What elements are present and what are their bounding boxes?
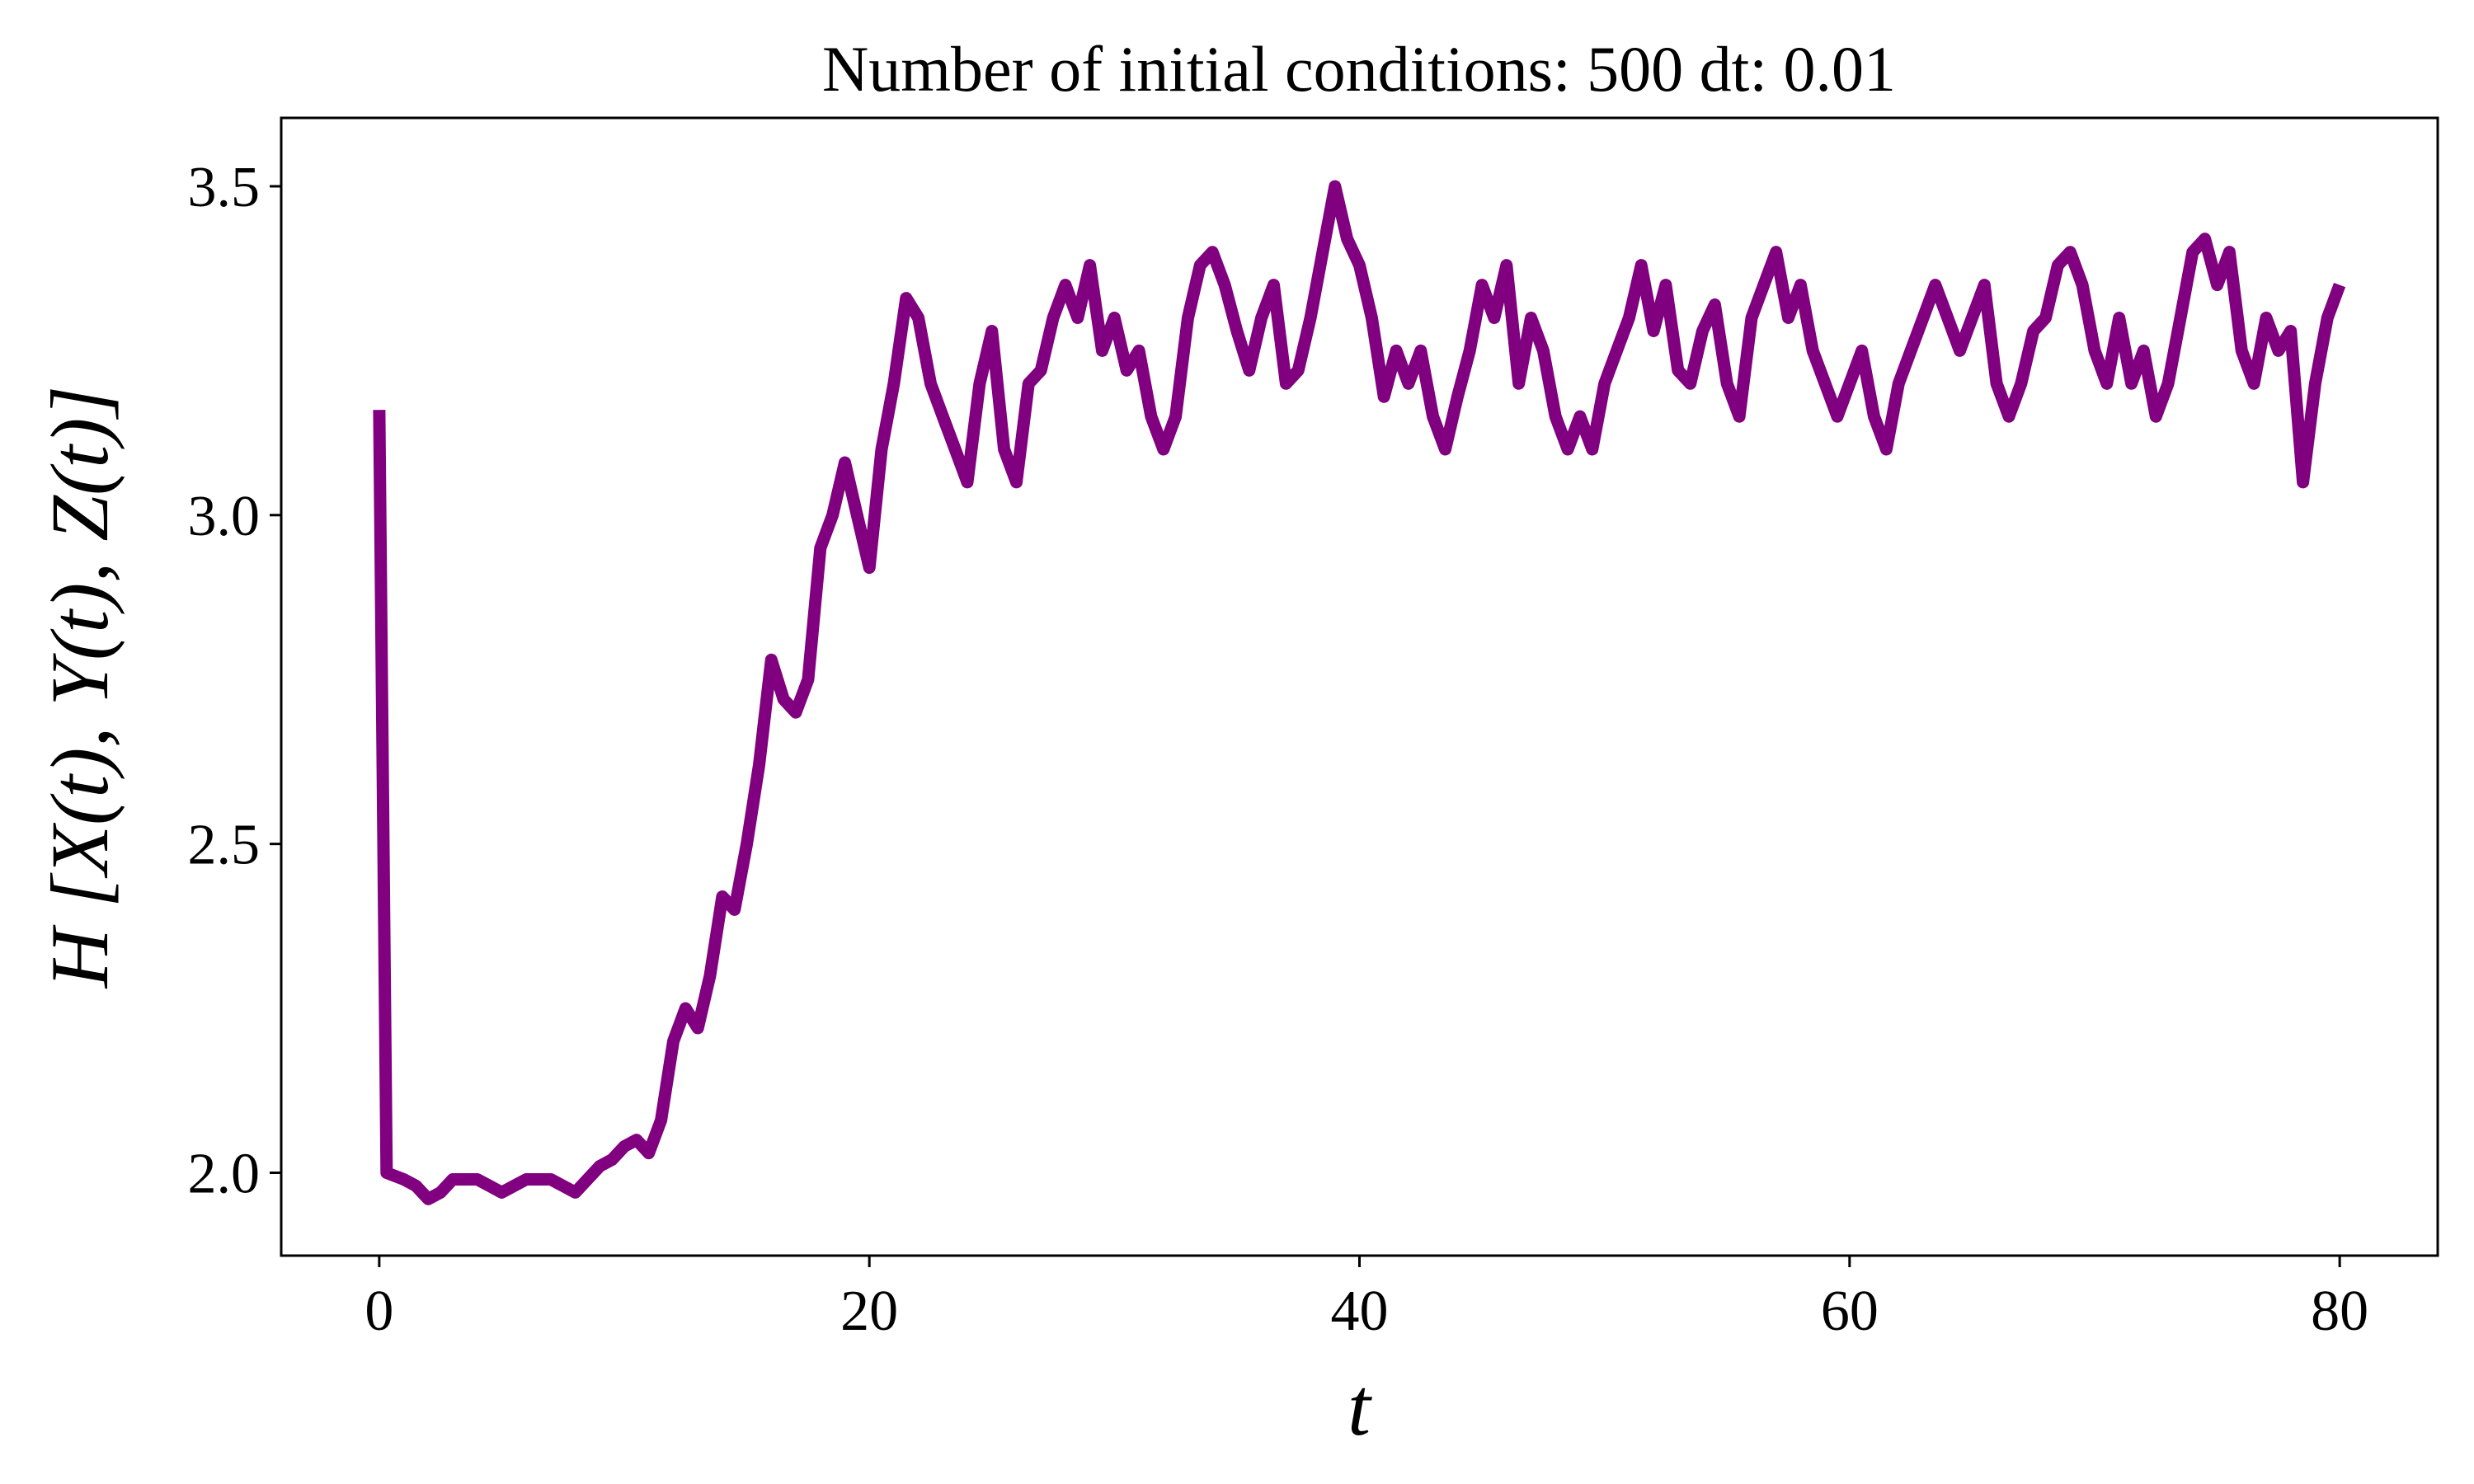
y-tick-label: 2.0 (188, 1142, 261, 1205)
x-tick-label: 0 (365, 1280, 393, 1343)
x-tick-label: 40 (1331, 1280, 1389, 1343)
x-tick-label: 80 (2311, 1280, 2368, 1343)
y-tick-label: 3.5 (188, 156, 261, 219)
chart-title: Number of initial conditions: 500 dt: 0.… (822, 33, 1896, 105)
x-tick-label: 60 (1821, 1280, 1879, 1343)
y-axis-label: H [X(t), Y(t), Z(t)] (34, 386, 125, 990)
x-tick-label: 20 (840, 1280, 898, 1343)
x-axis-label: t (1348, 1361, 1372, 1453)
plot-frame (280, 116, 2439, 1257)
y-tick-label: 3.0 (188, 485, 261, 548)
data-line (373, 180, 2346, 1205)
y-tick-label: 2.5 (188, 814, 261, 877)
